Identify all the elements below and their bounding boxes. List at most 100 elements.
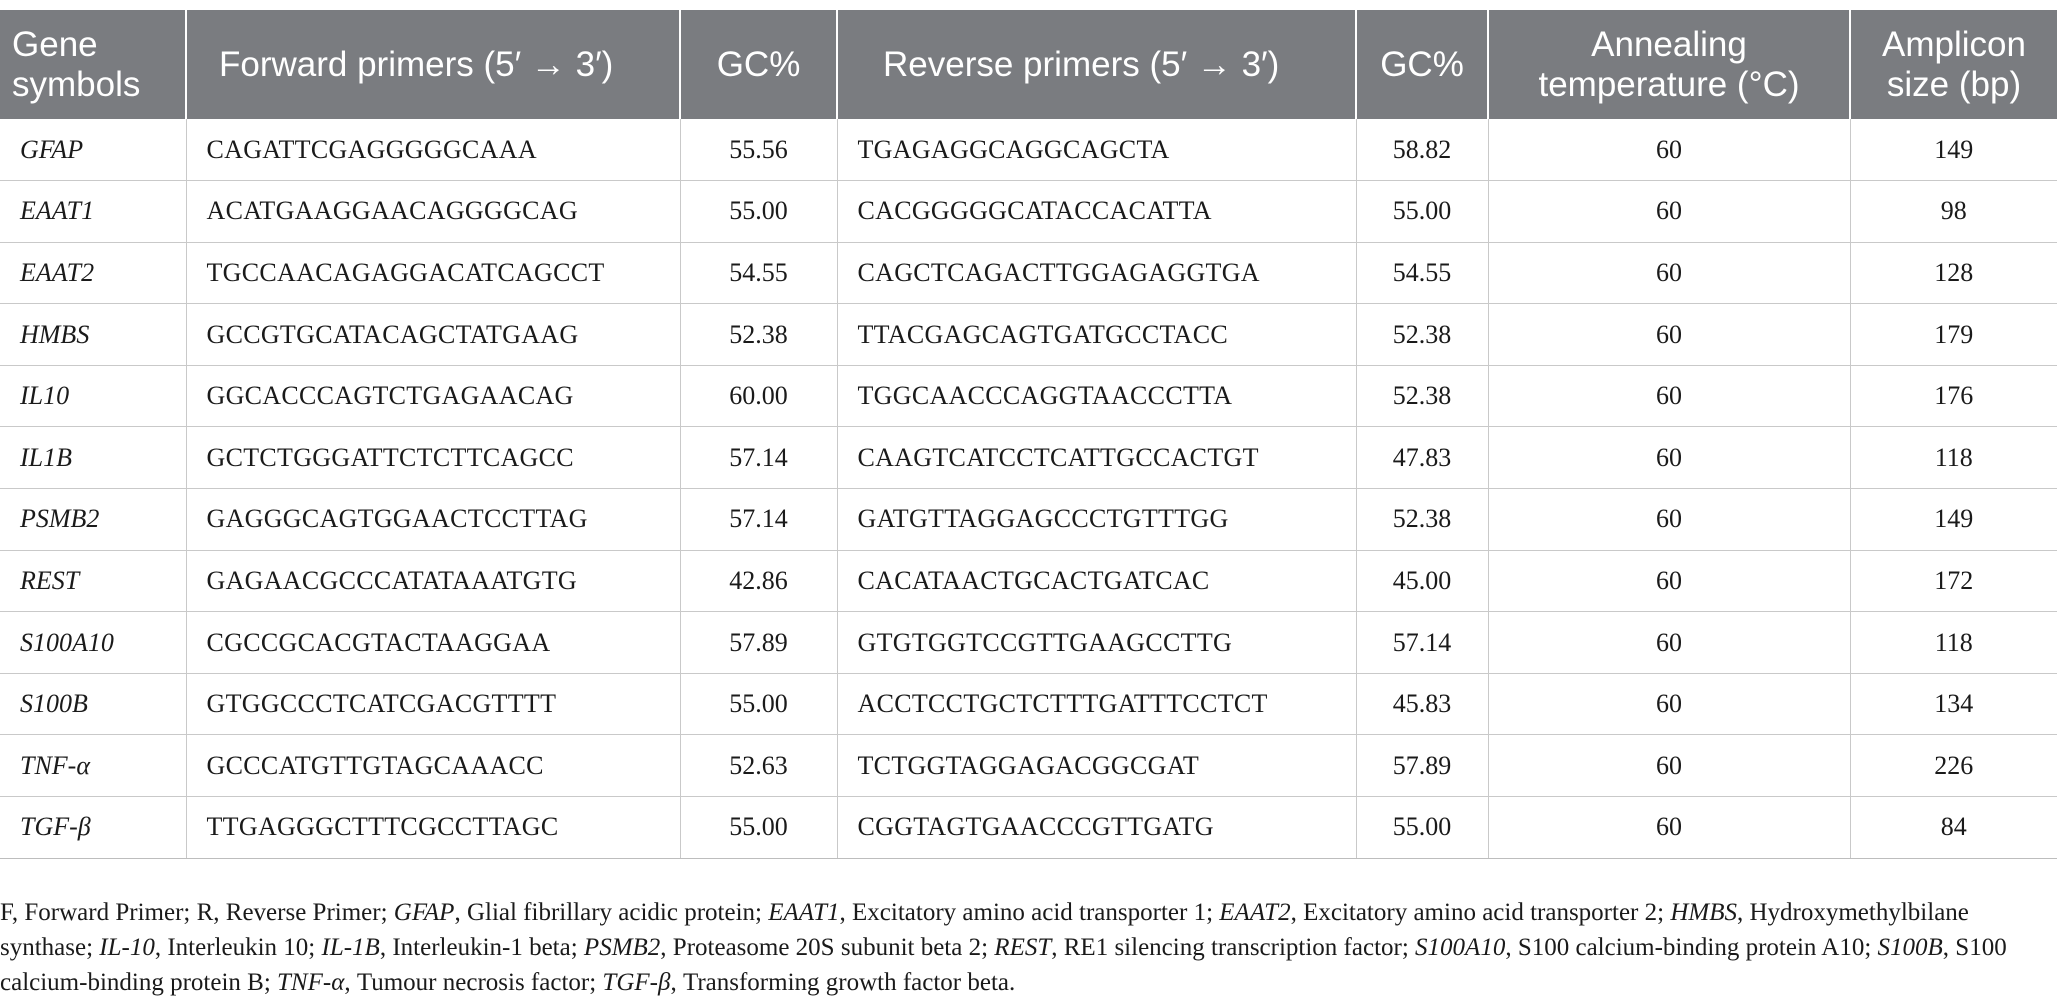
- cell-amplicon-size: 118: [1850, 426, 2057, 490]
- cell-gc-reverse: 58.82: [1356, 119, 1489, 182]
- header-annealing-temperature: Annealing temperature (°C): [1488, 10, 1851, 119]
- cell-forward-primer: GCCCATGTTGTAGCAAACC: [186, 734, 681, 798]
- cell-forward-primer: CGCCGCACGTACTAAGGAA: [186, 611, 681, 674]
- cell-forward-primer: ACATGAAGGAACAGGGGCAG: [186, 180, 681, 243]
- cell-reverse-primer: TGAGAGGCAGGCAGCTA: [837, 119, 1357, 182]
- cell-gc-forward: 42.86: [680, 550, 838, 613]
- cell-forward-primer: TGCCAACAGAGGACATCAGCCT: [186, 242, 681, 305]
- table-header-row: Gene symbols Forward primers (5′ → 3′) G…: [0, 10, 2057, 119]
- footnote-text: , Interleukin 10;: [154, 934, 322, 961]
- table-row: EAAT2 TGCCAACAGAGGACATCAGCCT 54.55 CAGCTCAG…: [0, 242, 2057, 305]
- header-gc-reverse: GC%: [1356, 10, 1489, 119]
- cell-amplicon-size: 172: [1850, 550, 2057, 613]
- cell-gene-symbol: IL10: [0, 365, 187, 428]
- header-reverse-primers: Reverse primers (5′ → 3′): [837, 10, 1357, 119]
- footnote-gene-abbrev: IL-10: [99, 934, 155, 961]
- table-body: GFAP CAGATTCGAGGGGGCAAA 55.56 TGAGAGGCAGGCA…: [0, 119, 2057, 859]
- cell-gc-reverse: 45.00: [1356, 550, 1489, 613]
- cell-annealing-temperature: 60: [1488, 426, 1851, 490]
- cell-gc-reverse: 55.00: [1356, 796, 1489, 859]
- table-row: IL1B GCTCTGGGATTCTCTTCAGCC 57.14 CAAGTCATCC…: [0, 426, 2057, 490]
- cell-amplicon-size: 149: [1850, 119, 2057, 182]
- cell-annealing-temperature: 60: [1488, 550, 1851, 613]
- footnote-text: , Proteasome 20S subunit beta 2;: [660, 934, 995, 961]
- cell-annealing-temperature: 60: [1488, 365, 1851, 428]
- cell-annealing-temperature: 60: [1488, 611, 1851, 674]
- cell-forward-primer: TTGAGGGCTTTCGCCTTAGC: [186, 796, 681, 859]
- table-row: TGF-β TTGAGGGCTTTCGCCTTAGC 55.00 CGGTAGTGAA…: [0, 796, 2057, 859]
- table-row: HMBS GCCGTGCATACAGCTATGAAG 52.38 TTACGAGCAG…: [0, 303, 2057, 366]
- cell-gc-reverse: 52.38: [1356, 365, 1489, 428]
- table-row: S100B GTGGCCCTCATCGACGTTTT 55.00 ACCTCCTGCT…: [0, 673, 2057, 736]
- footnote-gene-abbrev: PSMB2: [583, 934, 661, 961]
- footnote-gene-abbrev: IL-1B: [321, 934, 380, 961]
- cell-reverse-primer: GATGTTAGGAGCCCTGTTTGG: [837, 488, 1357, 551]
- cell-gc-reverse: 57.89: [1356, 734, 1489, 798]
- cell-annealing-temperature: 60: [1488, 796, 1851, 859]
- footnote-text: F, Forward Primer; R, Reverse Primer;: [0, 899, 394, 926]
- header-gene-symbols: Gene symbols: [0, 10, 187, 119]
- cell-amplicon-size: 226: [1850, 734, 2057, 798]
- header-forward-primers: Forward primers (5′ → 3′): [186, 10, 681, 119]
- cell-forward-primer: GAGGGCAGTGGAACTCCTTAG: [186, 488, 681, 551]
- cell-gc-reverse: 52.38: [1356, 303, 1489, 366]
- cell-gc-reverse: 52.38: [1356, 488, 1489, 551]
- header-gc-forward: GC%: [680, 10, 838, 119]
- cell-annealing-temperature: 60: [1488, 673, 1851, 736]
- cell-gc-forward: 52.63: [680, 734, 838, 798]
- cell-reverse-primer: GTGTGGTCCGTTGAAGCCTTG: [837, 611, 1357, 674]
- footnote-gene-abbrev: EAAT2: [1219, 899, 1291, 926]
- cell-gc-forward: 57.14: [680, 426, 838, 490]
- cell-reverse-primer: CACATAACTGCACTGATCAC: [837, 550, 1357, 613]
- cell-gene-symbol: EAAT2: [0, 242, 187, 305]
- cell-annealing-temperature: 60: [1488, 488, 1851, 551]
- cell-gc-forward: 57.14: [680, 488, 838, 551]
- footnote-gene-abbrev: REST: [994, 934, 1052, 961]
- footnote-text: , RE1 silencing transcription factor;: [1051, 934, 1416, 961]
- cell-amplicon-size: 149: [1850, 488, 2057, 551]
- cell-forward-primer: GAGAACGCCCATATAAATGTG: [186, 550, 681, 613]
- cell-gc-forward: 55.56: [680, 119, 838, 182]
- cell-gene-symbol: HMBS: [0, 303, 187, 366]
- cell-amplicon-size: 84: [1850, 796, 2057, 859]
- footnote-gene-abbrev: GFAP: [393, 899, 455, 926]
- cell-annealing-temperature: 60: [1488, 180, 1851, 243]
- footnote-text: , Hydroxymethylbilane synthase;: [0, 899, 1969, 961]
- table-row: GFAP CAGATTCGAGGGGGCAAA 55.56 TGAGAGGCAGGCA…: [0, 119, 2057, 182]
- cell-reverse-primer: TGGCAACCCAGGTAACCCTTA: [837, 365, 1357, 428]
- cell-gc-forward: 55.00: [680, 673, 838, 736]
- footnote-text: , Excitatory amino acid transporter 2;: [1290, 899, 1671, 926]
- footnote-text: , Interleukin-1 beta;: [379, 934, 584, 961]
- footnote-gene-abbrev: S100A10: [1415, 934, 1506, 961]
- cell-amplicon-size: 134: [1850, 673, 2057, 736]
- table-row: IL10 GGCACCCAGTCTGAGAACAG 60.00 TGGCAACCCAG…: [0, 365, 2057, 428]
- footnote-gene-abbrev: S100B: [1877, 934, 1943, 961]
- cell-gene-symbol: S100B: [0, 673, 187, 736]
- cell-gene-symbol: GFAP: [0, 119, 187, 182]
- cell-gc-reverse: 57.14: [1356, 611, 1489, 674]
- cell-reverse-primer: CACGGGGGCATACCACATTA: [837, 180, 1357, 243]
- cell-forward-primer: GCCGTGCATACAGCTATGAAG: [186, 303, 681, 366]
- table-row: REST GAGAACGCCCATATAAATGTG 42.86 CACATAACTG…: [0, 550, 2057, 613]
- cell-gene-symbol: PSMB2: [0, 488, 187, 551]
- cell-reverse-primer: ACCTCCTGCTCTTTGATTTCCTCT: [837, 673, 1357, 736]
- primer-table: Gene symbols Forward primers (5′ → 3′) G…: [0, 10, 2057, 859]
- table-footnote: F, Forward Primer; R, Reverse Primer; GF…: [0, 895, 2040, 1000]
- cell-gc-forward: 57.89: [680, 611, 838, 674]
- table-row: PSMB2 GAGGGCAGTGGAACTCCTTAG 57.14 GATGTTAGG…: [0, 488, 2057, 551]
- footnote-text: , S100 calcium-binding protein A10;: [1505, 934, 1878, 961]
- table-row: EAAT1 ACATGAAGGAACAGGGGCAG 55.00 CACGGGGGCA…: [0, 180, 2057, 243]
- cell-gc-reverse: 47.83: [1356, 426, 1489, 490]
- cell-gene-symbol: TNF-α: [0, 734, 187, 798]
- cell-gc-forward: 55.00: [680, 796, 838, 859]
- cell-forward-primer: CAGATTCGAGGGGGCAAA: [186, 119, 681, 182]
- cell-gene-symbol: TGF-β: [0, 796, 187, 859]
- cell-annealing-temperature: 60: [1488, 119, 1851, 182]
- cell-reverse-primer: CAAGTCATCCTCATTGCCACTGT: [837, 426, 1357, 490]
- footnote-gene-abbrev: TGF-β: [602, 969, 671, 996]
- header-amplicon-size: Amplicon size (bp): [1850, 10, 2057, 119]
- cell-reverse-primer: TCTGGTAGGAGACGGCGAT: [837, 734, 1357, 798]
- footnote-gene-abbrev: EAAT1: [768, 899, 840, 926]
- cell-reverse-primer: CGGTAGTGAACCCGTTGATG: [837, 796, 1357, 859]
- footnote-gene-abbrev: TNF-α: [277, 969, 345, 996]
